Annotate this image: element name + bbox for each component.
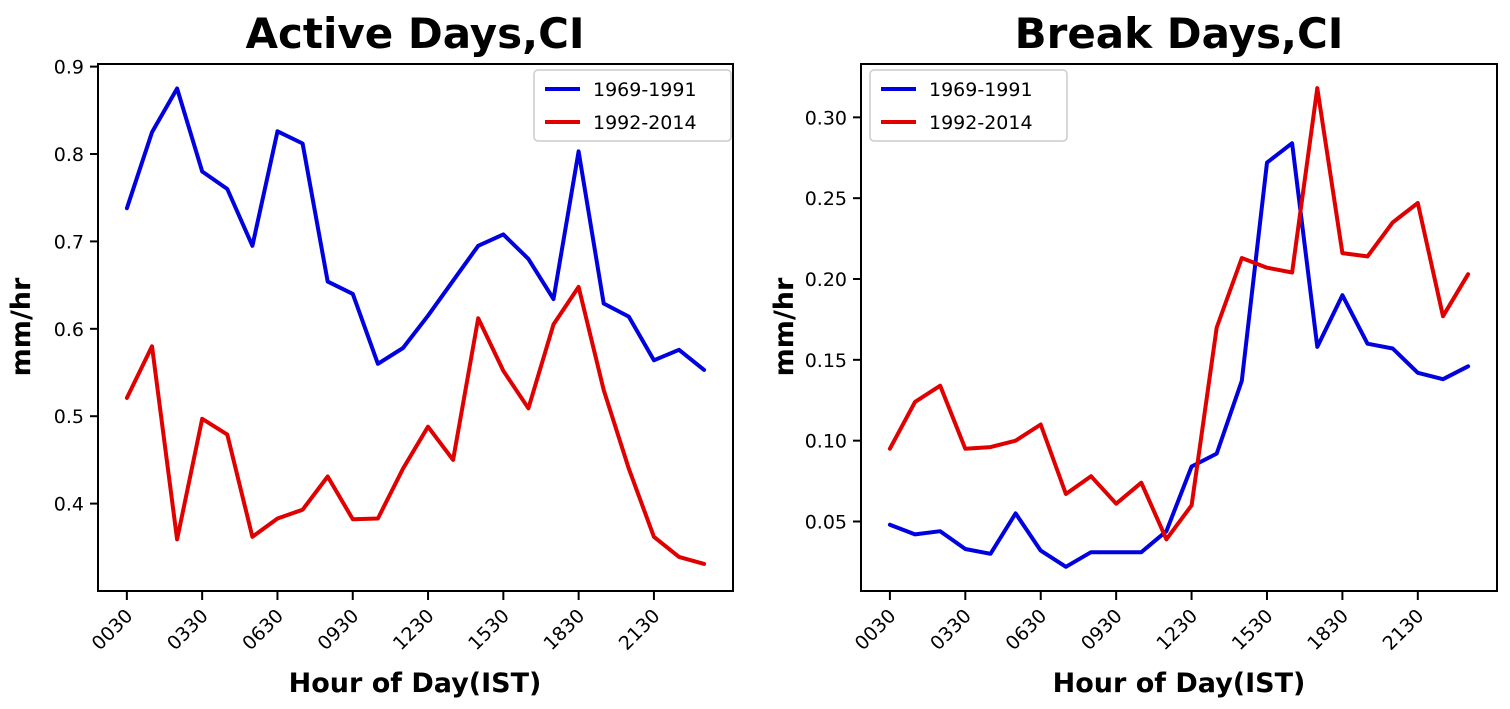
plot-area-break: 0.30 0.25 0.20 0.15 0.10 0.05 0030 0330 0630 0930… [805,63,1498,655]
x-tick-label: 0330 [163,605,213,655]
series-line-1969-1991 [124,86,707,372]
y-axis-label-break: mm/hr [769,277,800,376]
x-tick-label: 1530 [1228,605,1278,655]
x-tick-label: 0630 [238,605,288,655]
y-tick-label: 0.8 [54,144,84,166]
legend-label-1969-1991: 1969-1991 [593,79,697,101]
x-tick-label: 0930 [1077,605,1127,655]
x-tick-label: 1230 [1152,605,1202,655]
x-tick-label: 0030 [88,605,138,655]
x-tick-label: 0930 [314,605,364,655]
legend-box [869,69,1068,142]
x-axis-label-break: Hour of Day(IST) [1053,668,1306,699]
legend-box [533,69,732,142]
y-tick-label: 0.7 [54,231,84,253]
plot-border [97,63,734,592]
y-tick-label: 0.4 [54,494,84,516]
series-line-1969-1991 [887,141,1471,569]
y-axis-label-active: mm/hr [6,277,37,376]
x-tick-label: 2130 [615,605,665,655]
y-tick-label: 0.10 [805,431,847,453]
x-tick-label: 1830 [1303,605,1353,655]
y-tick-label: 0.6 [54,319,84,341]
legend-label-1992-2014: 1992-2014 [593,112,697,134]
plot-area-active: 0.9 0.8 0.7 0.6 0.5 0.4 0030 0330 0630 0930 1230 15… [54,57,734,655]
y-tick-label: 0.05 [805,511,847,533]
series-line-1992-2014 [124,284,707,566]
x-tick-label: 0630 [1002,605,1052,655]
legend-label-1969-1991: 1969-1991 [929,79,1033,101]
y-tick-label: 0.30 [805,107,847,129]
break-days-panel: Break Days,CI mm/hr Hour of Day(IST) 0.3… [755,0,1510,709]
chart-title-break: Break Days,CI [1015,9,1344,58]
y-tick-label: 0.9 [54,57,84,79]
x-tick-label: 0030 [851,605,901,655]
x-tick-label: 1230 [389,605,439,655]
y-tick-label: 0.5 [54,406,84,428]
chart-title-active: Active Days,CI [245,9,584,58]
y-tick-label: 0.20 [805,269,847,291]
y-tick-label: 0.25 [805,188,847,210]
x-tick-label: 2130 [1379,605,1429,655]
active-days-panel: Active Days,CI mm/hr Hour of Day(IST) 0.… [6,9,734,699]
x-axis-label-active: Hour of Day(IST) [289,668,542,699]
series-line-1992-2014 [887,86,1471,542]
x-tick-label: 0330 [926,605,976,655]
x-tick-label: 1830 [539,605,589,655]
y-tick-label: 0.15 [805,350,847,372]
break-days-chart: Break Days,CI mm/hr Hour of Day(IST) 0.3… [769,9,1498,699]
legend-label-1992-2014: 1992-2014 [929,112,1033,134]
plot-border [860,63,1498,592]
x-tick-label: 1530 [464,605,514,655]
active-days-chart: Active Days,CI mm/hr Hour of Day(IST) 0.… [6,9,734,699]
